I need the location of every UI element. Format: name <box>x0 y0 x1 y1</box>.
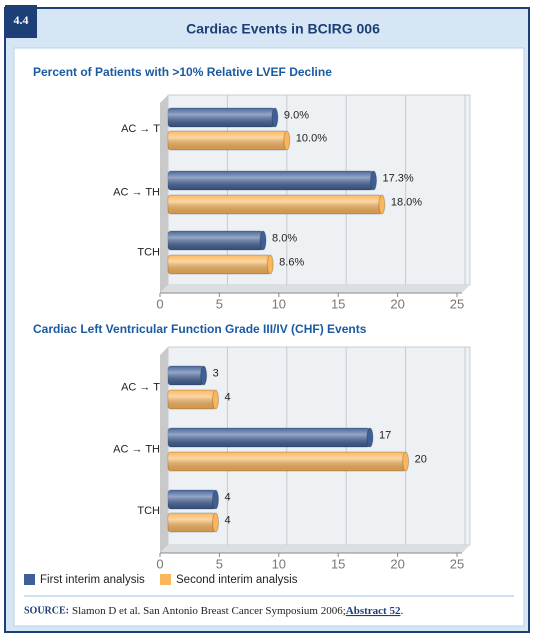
y-tick-label: AC → TH <box>113 186 160 198</box>
value-label: 17.3% <box>383 172 414 184</box>
value-label: 4 <box>225 491 231 503</box>
value-label: 20 <box>415 453 427 465</box>
y-tick-label: AC → T <box>121 123 160 135</box>
x-tick-label: 15 <box>331 556 345 571</box>
bar-cap <box>266 254 274 275</box>
y-tick-label: TCH <box>137 246 160 258</box>
source-link[interactable]: Abstract 52 <box>346 605 401 617</box>
bar-shine <box>168 195 382 214</box>
x-tick-label: 10 <box>272 556 286 571</box>
value-label: 4 <box>225 391 231 403</box>
bar-shine <box>168 390 216 409</box>
x-tick-label: 15 <box>331 296 345 311</box>
x-tick-label: 5 <box>216 556 223 571</box>
value-label: 3 <box>213 367 219 379</box>
bar-cap <box>212 512 220 533</box>
bar-cap <box>200 365 208 386</box>
y-tick-label: AC → TH <box>113 443 160 455</box>
bar-shine <box>168 490 216 509</box>
x-tick-label: 20 <box>390 556 404 571</box>
bar-cap <box>378 194 386 215</box>
bar-shine <box>168 452 406 471</box>
bar-shine <box>168 428 370 447</box>
figure-title: Cardiac Events in BCIRG 006 <box>186 21 380 37</box>
source-end: . <box>400 605 403 617</box>
bar-shine <box>168 108 275 127</box>
value-label: 17 <box>379 429 391 441</box>
value-label: 8.0% <box>272 232 297 244</box>
bar-cap <box>212 389 220 410</box>
legend-label: First interim analysis <box>40 574 145 586</box>
bar-cap <box>283 130 291 151</box>
bar-shine <box>168 171 374 190</box>
legend-swatch <box>24 574 35 585</box>
floor <box>160 545 470 553</box>
y-tick-label: AC → T <box>121 381 160 393</box>
x-tick-label: 5 <box>216 296 223 311</box>
bar-cap <box>366 427 374 448</box>
x-tick-label: 25 <box>450 556 464 571</box>
value-label: 10.0% <box>296 132 327 144</box>
bar-cap <box>259 230 267 251</box>
bar-cap <box>212 489 220 510</box>
bar-cap <box>271 107 279 128</box>
bar-shine <box>168 255 271 274</box>
floor <box>160 285 470 293</box>
figure-number: 4.4 <box>14 13 29 27</box>
bar-shine <box>168 366 204 385</box>
value-label: 4 <box>225 514 231 526</box>
x-tick-label: 10 <box>272 296 286 311</box>
legend-label: Second interim analysis <box>176 574 298 586</box>
side-wall <box>160 347 168 553</box>
x-tick-label: 0 <box>156 296 163 311</box>
bar-cap <box>370 170 378 191</box>
x-tick-label: 25 <box>450 296 464 311</box>
source-text: Slamon D et al. San Antonio Breast Cance… <box>72 605 403 617</box>
source-label: SOURCE: <box>24 605 69 616</box>
source-citation: Slamon D et al. San Antonio Breast Cance… <box>72 605 346 617</box>
x-tick-label: 20 <box>390 296 404 311</box>
bar-cap <box>402 451 410 472</box>
value-label: 8.6% <box>279 256 304 268</box>
y-tick-label: TCH <box>137 505 160 517</box>
bar-shine <box>168 513 216 532</box>
x-tick-label: 0 <box>156 556 163 571</box>
chart-title: Cardiac Left Ventricular Function Grade … <box>33 322 367 336</box>
side-wall <box>160 95 168 293</box>
bar-shine <box>168 131 287 150</box>
value-label: 18.0% <box>391 196 422 208</box>
legend-swatch <box>160 574 171 585</box>
figure-tab <box>5 5 37 38</box>
value-label: 9.0% <box>284 109 309 121</box>
bar-shine <box>168 231 264 250</box>
chart-title: Percent of Patients with >10% Relative L… <box>33 65 332 79</box>
